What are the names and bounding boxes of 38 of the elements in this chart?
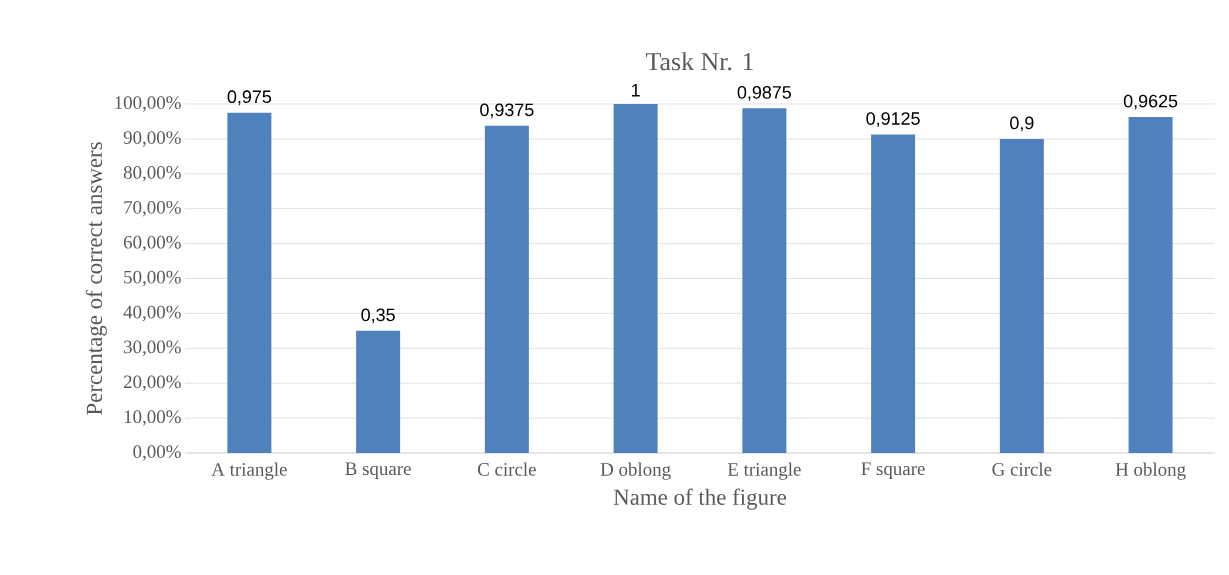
bar: [871, 134, 916, 453]
bar: [227, 112, 272, 453]
y-tick-label: 100,00%: [115, 96, 181, 112]
x-tick-label: B square: [345, 462, 411, 479]
data-label: 0,9375: [480, 103, 534, 119]
x-tick-label: C circle: [477, 462, 536, 476]
bar: [1128, 117, 1173, 453]
x-tick-label: H oblong: [1115, 462, 1186, 480]
data-label: 0,35: [361, 308, 395, 324]
data-label: 0,9875: [737, 86, 792, 101]
x-tick-label: E triangle: [727, 462, 801, 480]
y-tick-label: 60,00%: [123, 235, 181, 252]
data-label: 1: [631, 84, 640, 97]
y-tick-label: 20,00%: [123, 375, 181, 391]
data-label: 0,9125: [866, 112, 920, 128]
y-tick-label: 80,00%: [123, 166, 181, 182]
chart-title: Task Nr. 1: [645, 52, 753, 71]
x-tick-label: A triangle: [211, 462, 287, 480]
data-label: 0,9625: [1123, 94, 1178, 110]
y-tick-label: 30,00%: [124, 340, 181, 357]
bar: [742, 108, 787, 453]
bar: [484, 125, 529, 453]
y-tick-label: 0,00%: [133, 445, 181, 461]
data-label: 0,975: [227, 90, 272, 106]
bar: [356, 330, 401, 453]
bar: [613, 103, 658, 453]
x-tick-label: F square: [861, 462, 925, 479]
y-tick-label: 50,00%: [124, 270, 181, 287]
y-tick-label: 90,00%: [123, 131, 181, 147]
x-tick-label: G circle: [992, 462, 1052, 476]
data-label: 0,9: [1010, 116, 1034, 132]
y-tick-label: 70,00%: [124, 200, 181, 217]
bar: [999, 138, 1044, 453]
x-tick-label: D oblong: [600, 462, 671, 480]
y-tick-label: 10,00%: [124, 410, 181, 426]
y-tick-label: 40,00%: [123, 305, 181, 322]
y-axis-title: Percentage of correct answers: [85, 142, 107, 415]
x-axis-title: Name of the figure: [613, 488, 787, 510]
